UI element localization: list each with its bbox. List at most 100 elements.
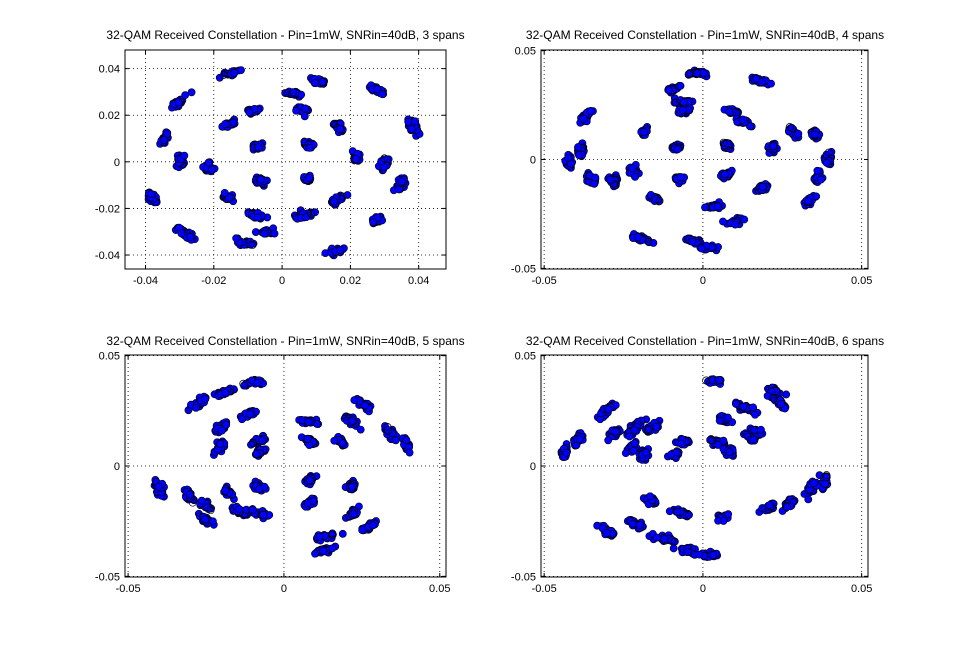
constellation-point [411,117,420,126]
constellation-cluster [671,173,689,188]
constellation-point [606,175,615,184]
x-tick-label: 0.02 [340,275,361,287]
constellation-point [201,394,210,403]
panel-title: 32-QAM Received Constellation - Pin=1mW,… [106,334,464,348]
panel-4-spans: 32-QAM Received Constellation - Pin=1mW,… [511,28,884,287]
constellation-cluster [247,431,270,449]
constellation-point [604,405,613,414]
constellation-point [174,98,183,107]
constellation-point [348,417,357,425]
constellation-point [769,394,778,403]
constellation-cluster [593,521,618,540]
constellation-point [391,436,400,445]
constellation-cluster [719,213,749,229]
constellation-cluster [156,128,172,148]
constellation-cluster [763,391,790,413]
constellation-point [611,181,620,190]
constellation-point [809,479,818,488]
constellation-cluster [144,188,161,207]
constellation-cluster [327,191,352,209]
constellation-point [644,424,653,433]
constellation-point [769,142,778,150]
constellation-point [335,125,344,133]
constellation-point [724,510,733,519]
constellation-point [221,388,230,397]
constellation-point [602,529,611,538]
constellation-point [248,240,257,249]
constellation-point [270,229,279,238]
constellation-point [628,519,637,528]
grid-layer [125,355,446,577]
constellation-cluster [368,212,387,228]
y-tick-label: -0.05 [95,571,120,583]
constellation-cluster [628,230,658,247]
x-tick-label: 0.04 [408,275,429,287]
constellation-point [715,376,724,384]
constellation-point [708,436,717,445]
constellation-cluster [194,509,218,529]
constellation-point [719,436,728,445]
constellation-point [757,78,766,87]
constellation-point [404,117,413,126]
constellation-point [644,237,653,246]
constellation-point [719,138,728,147]
constellation-point [590,179,599,188]
constellation-point [822,158,831,167]
constellation-cluster [669,543,699,558]
constellation-cluster [684,66,711,81]
constellation-cluster [582,169,600,188]
constellation-point [204,158,213,167]
constellation-point [208,517,217,526]
constellation-point [307,209,316,218]
constellation-point [611,427,620,436]
constellation-cluster [150,476,168,501]
y-tick-label: 0.05 [515,351,536,363]
constellation-cluster [752,180,772,195]
ticks-layer: -0.05 0 0.05 -0.05 0 0.05 [95,351,451,595]
constellation-cluster [251,445,270,460]
constellation-point [625,432,634,441]
x-tick-label: -0.04 [133,275,158,287]
constellation-cluster [623,420,642,441]
constellation-cluster [239,375,268,390]
constellation-point [783,503,791,511]
constellation-point [604,436,613,445]
constellation-point [343,191,352,199]
constellation-cluster [321,244,348,260]
constellation-point [665,507,674,516]
constellation-point [181,91,190,100]
constellation-cluster [301,471,321,489]
constellation-point [655,196,664,205]
axes-box [124,49,447,270]
constellation-cluster [645,529,679,546]
constellation-point [341,412,350,421]
constellation-point [318,78,327,86]
constellation-point [305,173,314,182]
constellation-cluster [755,499,778,516]
constellation-point [813,166,822,175]
y-tick-label: 0 [530,461,536,473]
constellation-point [336,246,345,255]
constellation-point [695,550,704,559]
constellation-point [591,173,600,182]
constellation-cluster [365,81,388,99]
constellation-point [684,510,693,519]
constellation-cluster [350,394,375,416]
constellation-point [239,379,248,388]
constellation-point [709,551,718,559]
constellation-cluster [210,384,238,400]
constellation-cluster [714,510,733,525]
constellation-cluster [232,234,258,249]
y-tick-label: -0.04 [95,250,120,262]
y-tick-label: 0 [114,461,120,473]
constellation-point [249,439,258,448]
constellation-cluster [180,485,198,507]
constellation-point [328,531,337,539]
constellation-point [564,153,573,162]
constellation-point [238,415,246,424]
constellation-cluster [196,496,215,515]
constellation-point [358,526,367,534]
constellation-point [154,482,163,491]
constellation-point [260,229,269,238]
